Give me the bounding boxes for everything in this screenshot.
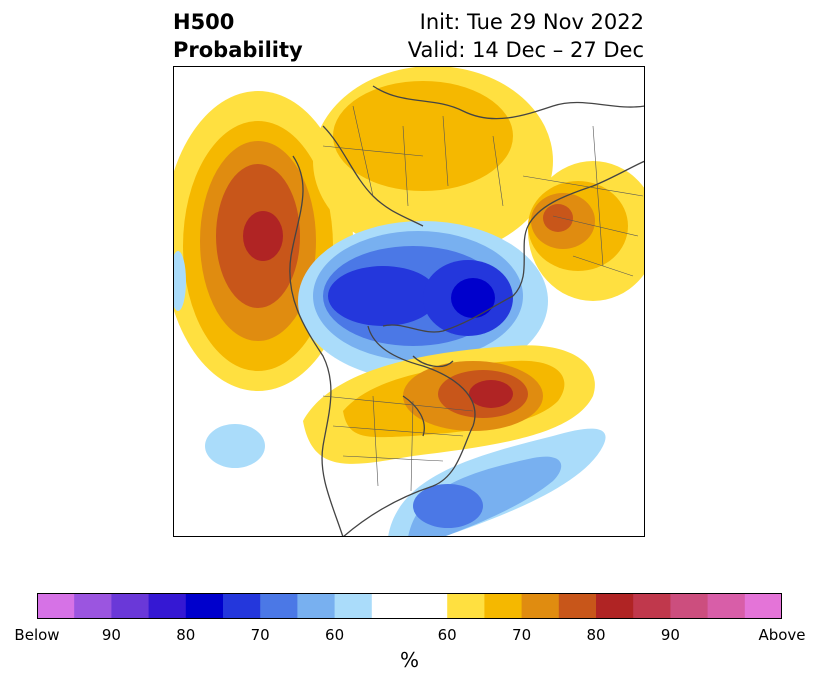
colorbar-tick-labels: Below 90 80 70 60 60 70 80 90 Above <box>0 626 819 646</box>
init-time: Init: Tue 29 Nov 2022 <box>419 10 644 34</box>
probability-map <box>173 66 645 537</box>
anomaly-above-europe <box>313 66 553 256</box>
colorbar <box>37 593 782 619</box>
colorbar-tick-label: 90 <box>660 626 680 644</box>
coastlines <box>289 85 645 537</box>
colorbar-bin <box>222 593 261 619</box>
anomaly-below-west-pacific <box>173 251 186 311</box>
colorbar-bin <box>74 593 112 619</box>
colorbar-bin <box>111 593 150 619</box>
colorbar-bin <box>297 593 336 619</box>
colorbar-bin <box>670 593 709 619</box>
colorbar-tick-label: 80 <box>586 626 606 644</box>
plot-title-right: Init: Tue 29 Nov 2022 Valid: 14 Dec – 27… <box>408 8 644 64</box>
colorbar-bin <box>596 593 634 619</box>
variable-title: H500 <box>173 10 235 34</box>
colorbar-bin <box>37 593 75 619</box>
colorbar-bin <box>334 593 373 619</box>
variable-subtitle: Probability <box>173 38 303 62</box>
colorbar-tick-label: 60 <box>325 626 345 644</box>
colorbar-tick-label: 70 <box>512 626 532 644</box>
colorbar-tick-label: 90 <box>101 626 121 644</box>
map-svg <box>173 66 645 537</box>
colorbar-tick-label: Above <box>758 626 806 644</box>
colorbar-border <box>37 593 782 619</box>
colorbar-bin <box>558 593 597 619</box>
colorbar-tick-label: Below <box>14 626 60 644</box>
colorbar-bin <box>447 593 485 619</box>
colorbar-bin <box>633 593 671 619</box>
colorbar-units: % <box>399 648 419 672</box>
colorbar-bin <box>371 593 448 619</box>
plot-title-left: H500 Probability <box>173 8 303 64</box>
anomaly-below-arctic <box>298 221 548 381</box>
anomaly-above-west-russia <box>528 161 645 301</box>
colorbar-bin <box>484 593 523 619</box>
anomaly-below-central-pacific <box>205 424 265 468</box>
colorbar-tick-label: 70 <box>250 626 270 644</box>
colorbar-bin <box>521 593 560 619</box>
colorbar-bin <box>148 593 187 619</box>
borders <box>322 105 644 492</box>
colorbar-bin <box>744 593 782 619</box>
valid-period: Valid: 14 Dec – 27 Dec <box>407 38 644 62</box>
colorbar-bin <box>185 593 224 619</box>
colorbar-tick-label: 60 <box>437 626 457 644</box>
anomaly-above-north-atlantic <box>303 345 595 464</box>
colorbar-bin <box>707 593 746 619</box>
colorbar-bin <box>260 593 298 619</box>
anomaly-below-eastern-us <box>388 428 606 537</box>
colorbar-tick-label: 80 <box>176 626 196 644</box>
